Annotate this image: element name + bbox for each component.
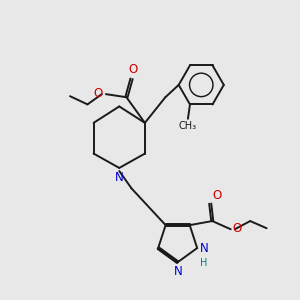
Text: O: O <box>94 87 103 100</box>
Text: N: N <box>115 171 124 184</box>
Text: O: O <box>212 189 221 202</box>
Text: O: O <box>233 222 242 235</box>
Text: N: N <box>174 265 183 278</box>
Text: H: H <box>200 258 207 268</box>
Text: CH₃: CH₃ <box>179 121 197 131</box>
Text: O: O <box>128 63 137 76</box>
Text: N: N <box>200 242 209 255</box>
